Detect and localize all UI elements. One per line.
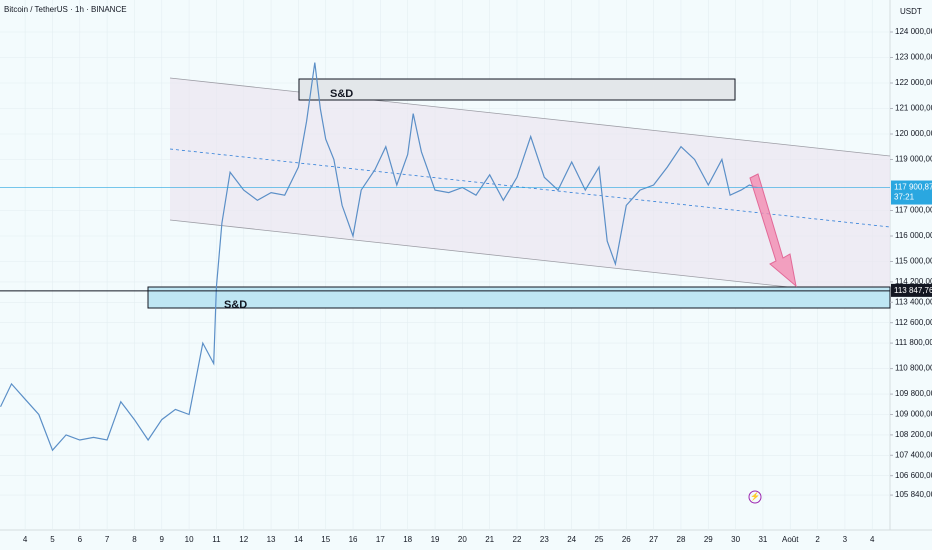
chart-title: Bitcoin / TetherUS · 1h · BINANCE [4, 5, 127, 14]
x-tick-label: 9 [160, 535, 165, 544]
y-tick-label: 120 000,00 [895, 129, 932, 138]
y-tick-label: 108 200,00 [895, 430, 932, 439]
y-tick-label: 113 400,00 [895, 297, 932, 306]
y-tick-label: 124 000,00 [895, 27, 932, 36]
x-tick-label: 10 [185, 535, 194, 544]
x-tick-label: 14 [294, 535, 303, 544]
x-tick-label: 2 [815, 535, 820, 544]
x-tick-label: 25 [595, 535, 604, 544]
x-tick-label: 28 [677, 535, 686, 544]
x-tick-label: 16 [349, 535, 358, 544]
supply-zone [298, 78, 736, 101]
price-tag [891, 180, 932, 205]
x-tick-label: 4 [870, 535, 875, 544]
price-tag-label: 113 847,76 [894, 286, 932, 295]
x-tick-label: 31 [758, 535, 767, 544]
y-tick-label: 121 000,00 [895, 104, 932, 113]
channel-upper [169, 77, 891, 157]
down-arrow [749, 173, 797, 288]
x-tick-label: 17 [376, 535, 385, 544]
price-line [0, 62, 758, 452]
x-tick-label: 3 [843, 535, 848, 544]
zone-label: S&D [224, 299, 247, 311]
price-tag [891, 283, 932, 297]
x-tick-label: 30 [731, 535, 740, 544]
y-tick-label: 109 000,00 [895, 410, 932, 419]
demand-zone [147, 286, 891, 309]
x-tick-label: 26 [622, 535, 631, 544]
x-tick-label: 29 [704, 535, 713, 544]
x-tick-label: Août [782, 535, 799, 544]
event-icon [748, 490, 762, 504]
x-tick-label: 12 [239, 535, 248, 544]
x-tick-label: 20 [458, 535, 467, 544]
x-tick-label: 11 [212, 535, 221, 544]
y-tick-label: 122 000,00 [895, 78, 932, 87]
y-tick-label: 112 600,00 [895, 318, 932, 327]
x-tick-label: 23 [540, 535, 549, 544]
x-tick-label: 13 [267, 535, 276, 544]
x-tick-label: 18 [403, 535, 412, 544]
y-tick-label: 115 000,00 [895, 257, 932, 266]
x-tick-label: 19 [431, 535, 440, 544]
y-tick-label: 119 000,00 [895, 155, 932, 164]
x-tick-label: 27 [649, 535, 658, 544]
event-icon: ⚡ [750, 491, 760, 501]
y-tick-label: 109 800,00 [895, 389, 932, 398]
countdown: 37:21 [894, 193, 915, 202]
y-tick-label: 107 400,00 [895, 450, 932, 459]
y-tick-label: 111 800,00 [895, 338, 932, 347]
x-tick-label: 7 [105, 535, 110, 544]
x-tick-label: 24 [567, 535, 576, 544]
y-tick-label: 116 000,00 [895, 231, 932, 240]
y-tick-label: 114 200,00 [895, 277, 932, 286]
x-tick-label: 4 [23, 535, 28, 544]
channel-mid [169, 148, 891, 228]
currency: USDT [900, 7, 922, 16]
x-tick-label: 15 [321, 535, 330, 544]
x-tick-label: 5 [50, 535, 55, 544]
x-tick-label: 21 [485, 535, 494, 544]
y-tick-label: 110 800,00 [895, 364, 932, 373]
channel-lower [169, 219, 891, 299]
y-tick-label: 123 000,00 [895, 53, 932, 62]
y-tick-label: 117 000,00 [895, 206, 932, 215]
y-tick-label: 106 600,00 [895, 471, 932, 480]
price-tag-label: 117 900,87 [894, 183, 932, 192]
x-tick-label: 6 [78, 535, 83, 544]
x-tick-label: 22 [513, 535, 522, 544]
zone-label: S&D [330, 88, 353, 100]
x-tick-label: 8 [132, 535, 137, 544]
plot [0, 62, 758, 452]
y-tick-label: 105 840,00 [895, 490, 932, 499]
